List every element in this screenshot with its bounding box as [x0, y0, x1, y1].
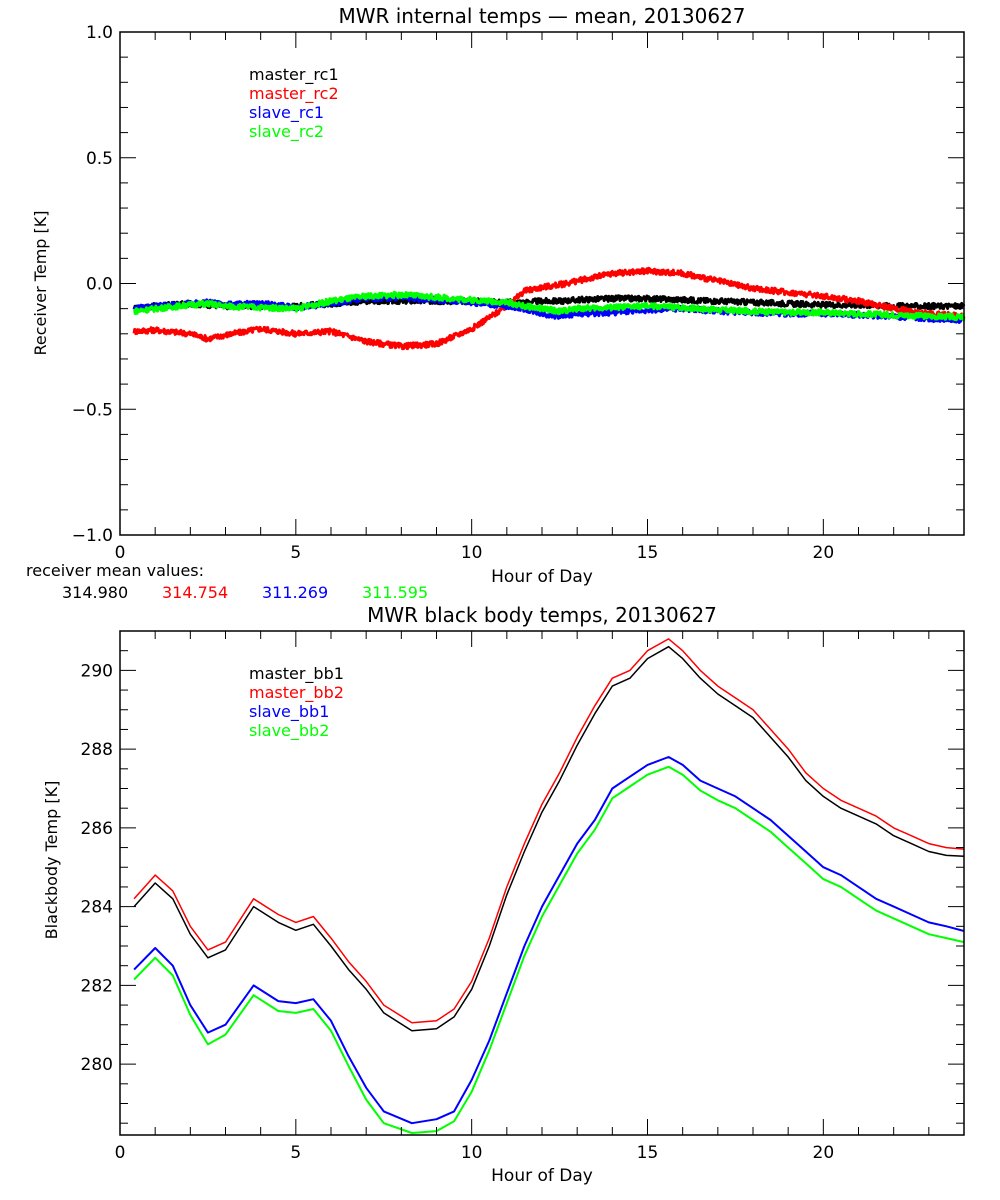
x-tick-label: 20: [813, 543, 835, 563]
legend-entry-master-bb1: master_bb1: [249, 664, 344, 684]
chart-title: MWR black body temps, 20130627: [367, 603, 717, 627]
axis-ticks: [119, 630, 965, 1135]
legend-entry-slave-bb1: slave_bb1: [249, 702, 329, 722]
x-tick-label: 20: [813, 1143, 835, 1163]
x-axis-label: Hour of Day: [491, 567, 593, 587]
series-lines: [133, 638, 965, 1134]
receiver-mean-slave-rc2: 311.595: [362, 583, 428, 602]
x-tick-label: 5: [290, 1143, 301, 1163]
receiver-mean-slave-rc1: 311.269: [262, 583, 328, 602]
x-tick-label: 15: [637, 543, 659, 563]
series-lines: [132, 266, 966, 351]
y-tick-label: −0.5: [72, 400, 113, 420]
y-tick-label: 0.0: [86, 275, 113, 295]
axis-ticks: [119, 31, 965, 536]
legend-entry-master-rc1: master_rc1: [249, 65, 339, 85]
legend-entry-master-rc2: master_rc2: [249, 84, 339, 104]
y-tick-labels: 280 282 284 286 288 290: [81, 661, 113, 1075]
blackbody-temps-chart: MWR black body temps, 20130627 280 282 284…: [42, 603, 965, 1186]
legend-entry-slave-rc2: slave_rc2: [249, 122, 324, 142]
x-axis-label: Hour of Day: [491, 1166, 593, 1186]
legend-entry-slave-bb2: slave_bb2: [249, 721, 329, 741]
y-tick-label: 290: [81, 661, 113, 681]
receiver-temps-chart: MWR internal temps — mean, 20130627 −1.0…: [31, 4, 966, 587]
series-line-slave-bb2: [133, 765, 965, 1134]
y-axis-label: Receiver Temp [K]: [31, 210, 50, 355]
y-tick-label: 280: [81, 1055, 113, 1075]
x-tick-label: 0: [115, 543, 126, 563]
series-line-master-bb2: [133, 638, 965, 1024]
x-tick-labels: 0 5 10 15 20: [115, 1143, 835, 1163]
series-line-master-rc2: [132, 266, 966, 351]
x-tick-label: 5: [290, 543, 301, 563]
receiver-means-label: receiver mean values:: [26, 561, 204, 580]
receiver-mean-master-rc1: 314.980: [62, 583, 128, 602]
y-tick-label: 286: [81, 819, 113, 839]
series-line-slave-bb1: [133, 756, 965, 1125]
legend: master_bb1 master_bb2 slave_bb1 slave_bb…: [249, 664, 344, 741]
legend-entry-master-bb2: master_bb2: [249, 683, 344, 703]
y-axis-label: Blackbody Temp [K]: [42, 781, 61, 940]
receiver-mean-master-rc2: 314.754: [162, 583, 228, 602]
y-tick-label: 288: [81, 740, 113, 760]
receiver-means-annotation: receiver mean values: 314.980 314.754 31…: [26, 561, 428, 602]
y-tick-label: 0.5: [86, 149, 113, 169]
y-tick-label: 282: [81, 976, 113, 996]
x-tick-label: 10: [461, 1143, 483, 1163]
legend: master_rc1 master_rc2 slave_rc1 slave_rc…: [249, 65, 339, 142]
x-tick-label: 15: [637, 1143, 659, 1163]
y-tick-label: 1.0: [86, 23, 113, 43]
series-line-master-bb1: [133, 645, 965, 1032]
series-line-slave-rc2: [133, 290, 966, 322]
x-tick-label: 10: [461, 543, 483, 563]
x-tick-labels: 0 5 10 15 20: [115, 543, 835, 563]
legend-entry-slave-rc1: slave_rc1: [249, 103, 324, 123]
y-tick-labels: −1.0 −0.5 0.0 0.5 1.0: [72, 23, 113, 546]
y-tick-label: 284: [81, 898, 113, 918]
chart-title: MWR internal temps — mean, 20130627: [338, 4, 745, 28]
y-tick-label: −1.0: [72, 526, 113, 546]
x-tick-label: 0: [115, 1143, 126, 1163]
